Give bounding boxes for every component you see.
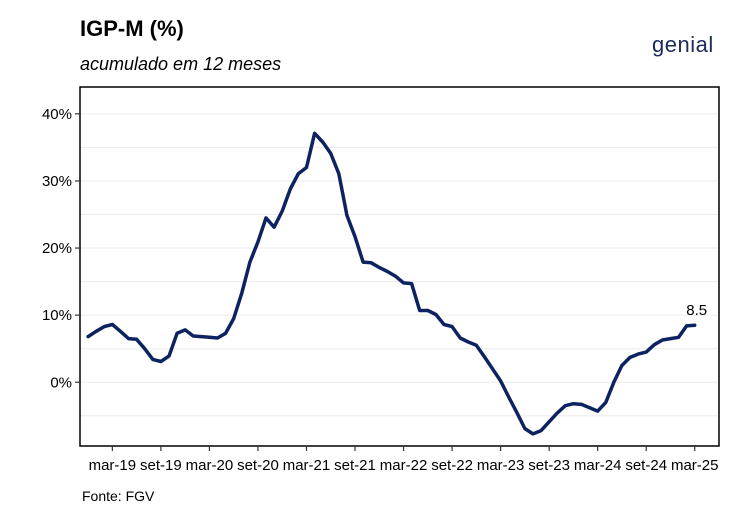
x-tick-label: set-23	[528, 457, 570, 474]
genial-logo: genial	[652, 32, 714, 57]
x-tick-label: set-22	[431, 457, 473, 474]
y-tick-label: 0%	[50, 374, 72, 391]
x-tick-label: mar-22	[380, 457, 428, 474]
x-tick-label: mar-19	[89, 457, 137, 474]
x-tick-label: mar-23	[477, 457, 525, 474]
x-axis: mar-19 set-19 mar-20 set-20 mar-21 set-21 mar-…	[89, 446, 719, 474]
x-tick-label: set-24	[625, 457, 667, 474]
grid-lines	[80, 113, 719, 417]
chart-subtitle: acumulado em 12 meses	[80, 54, 282, 74]
source-note: Fonte: FGV	[82, 488, 155, 504]
y-tick-label: 10%	[42, 307, 72, 324]
x-tick-label: set-19	[140, 457, 182, 474]
x-tick-label: mar-20	[186, 457, 234, 474]
plot-frame	[79, 86, 720, 447]
chart-title: IGP-M (%)	[80, 16, 184, 41]
y-tick-label: 30%	[42, 173, 72, 190]
data-label: 8.5	[686, 302, 707, 319]
series-layer	[86, 131, 697, 436]
igpm-series-line	[86, 131, 697, 436]
y-axis: 0% 10% 20% 30% 40%	[42, 106, 80, 391]
x-tick-label: mar-24	[574, 457, 622, 474]
x-tick-label: set-21	[334, 457, 376, 474]
x-tick-label: mar-25	[671, 457, 719, 474]
x-tick-label: set-20	[237, 457, 279, 474]
annotations: 8.5	[686, 302, 707, 319]
y-tick-label: 20%	[42, 240, 72, 257]
y-tick-label: 40%	[42, 106, 72, 123]
x-tick-label: mar-21	[283, 457, 331, 474]
